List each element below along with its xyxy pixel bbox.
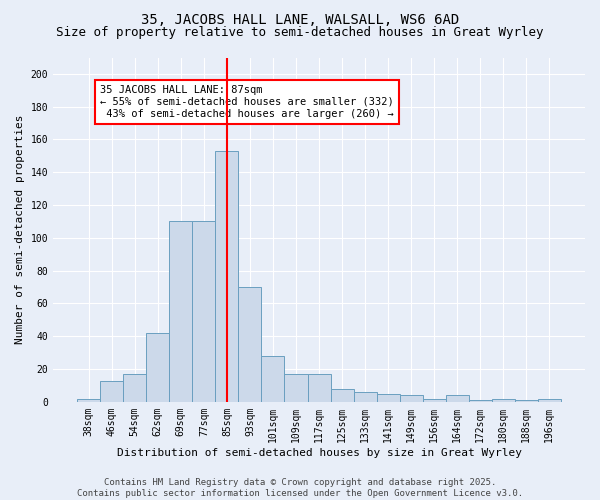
Bar xyxy=(308,374,331,402)
Bar xyxy=(262,356,284,402)
Bar xyxy=(284,374,308,402)
Bar xyxy=(331,388,353,402)
Bar xyxy=(538,398,561,402)
Bar xyxy=(446,396,469,402)
Bar xyxy=(492,398,515,402)
Bar xyxy=(77,398,100,402)
Bar xyxy=(469,400,492,402)
Y-axis label: Number of semi-detached properties: Number of semi-detached properties xyxy=(15,115,25,344)
Bar xyxy=(377,394,400,402)
Bar xyxy=(193,222,215,402)
Bar xyxy=(146,333,169,402)
Bar xyxy=(422,398,446,402)
Bar xyxy=(169,222,193,402)
Text: 35, JACOBS HALL LANE, WALSALL, WS6 6AD: 35, JACOBS HALL LANE, WALSALL, WS6 6AD xyxy=(141,12,459,26)
Bar xyxy=(123,374,146,402)
Bar xyxy=(238,287,262,402)
Text: Size of property relative to semi-detached houses in Great Wyrley: Size of property relative to semi-detach… xyxy=(56,26,544,39)
Bar xyxy=(215,151,238,402)
Bar xyxy=(400,396,422,402)
Text: 35 JACOBS HALL LANE: 87sqm
← 55% of semi-detached houses are smaller (332)
 43% : 35 JACOBS HALL LANE: 87sqm ← 55% of semi… xyxy=(100,86,394,118)
Bar xyxy=(100,380,123,402)
Text: Contains HM Land Registry data © Crown copyright and database right 2025.
Contai: Contains HM Land Registry data © Crown c… xyxy=(77,478,523,498)
Bar xyxy=(353,392,377,402)
Bar xyxy=(515,400,538,402)
X-axis label: Distribution of semi-detached houses by size in Great Wyrley: Distribution of semi-detached houses by … xyxy=(116,448,521,458)
